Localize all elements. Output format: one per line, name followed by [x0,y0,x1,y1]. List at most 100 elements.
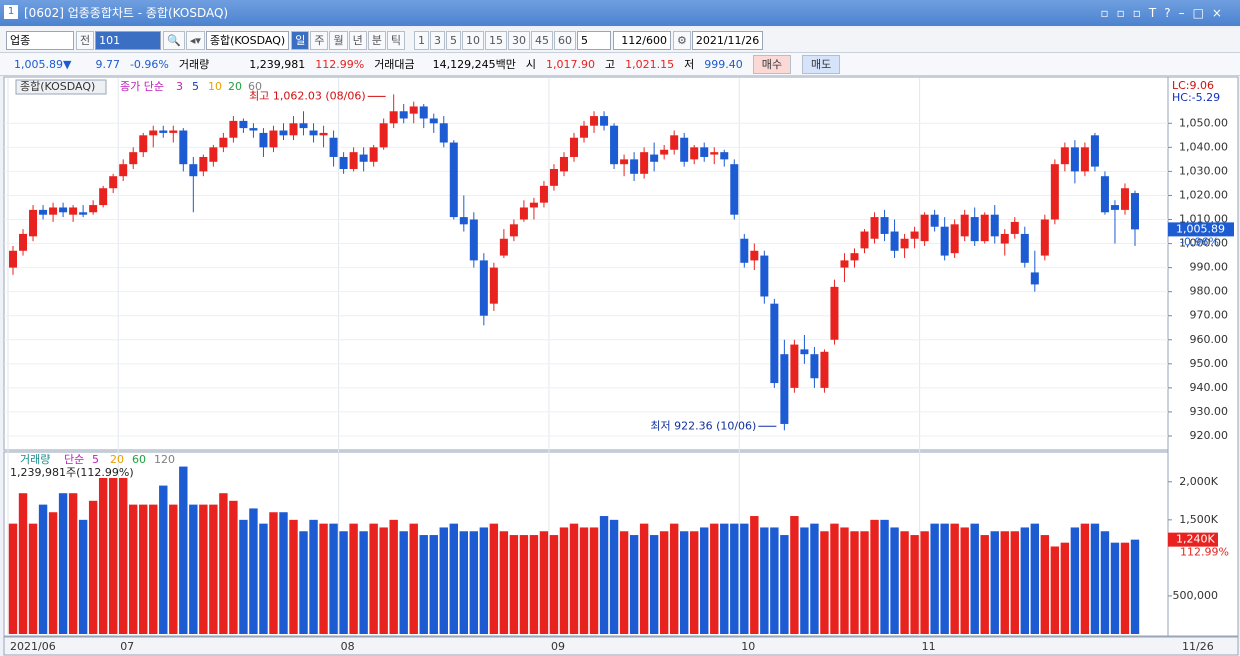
period-button[interactable]: 월 [329,30,348,50]
y-tick-label: 970.00 [1190,309,1229,322]
index-name: 종합(KOSDAQ) [205,30,290,50]
candle-body [449,142,458,218]
volume-bar [690,531,699,634]
interval-button[interactable]: 15 [484,30,507,50]
volume-bar [349,523,358,634]
date-input[interactable]: 2021/11/26 [691,30,764,50]
volume-bar [800,527,809,634]
volume-bar [409,523,418,634]
candle-body [940,226,949,256]
interval-button[interactable]: 5 [445,30,461,50]
volume-bar [58,493,68,634]
candle-body [279,130,288,136]
volume-bar [1010,531,1019,634]
last-volume-rate: 112.99% [1180,546,1229,559]
amount-value: 14,129,245백만 [432,58,516,71]
candle-body [890,231,899,251]
volume-bar [519,535,529,634]
interval-button[interactable]: 45 [530,30,553,50]
volume-bar [18,493,28,634]
candle-body [429,118,438,124]
candle-body [309,130,318,136]
candle-body [580,125,589,138]
candle-body [109,176,118,189]
mode-button[interactable]: 전 [76,30,95,50]
volume-bar [269,512,278,634]
volume-bar [38,504,48,634]
candle-body [529,202,538,208]
interval-button[interactable]: 60 [553,30,576,50]
volume-bar [399,531,408,634]
candle-body [980,214,989,242]
period-button[interactable]: 틱 [386,30,405,50]
candle-body [149,130,158,136]
x-tick-label: 10 [741,640,755,653]
market-select[interactable]: 업종 [6,30,74,50]
candle-body [740,238,749,263]
candle-body [239,120,248,129]
count-input[interactable]: 112/600 [612,30,671,50]
candle-body [700,147,709,157]
candle-body [750,250,759,261]
buy-button[interactable]: 매수 [752,54,791,74]
volume-summary: 1,239,981주(112.99%) [10,466,134,479]
window-controls[interactable]: ▫▫▫T?–□× [1100,6,1230,20]
interval-button[interactable]: 1 [413,30,429,50]
ma-period: 120 [154,453,175,466]
candle-body [920,214,929,242]
ma-period: 3 [176,80,183,93]
candle-body [559,156,568,172]
volume-bar [1130,539,1140,634]
volume-bar [770,527,779,634]
volume-bar [900,531,909,634]
candle-body [790,344,799,388]
volume-bar [169,504,178,634]
volume-bar [529,535,539,634]
volume-bar [379,527,388,634]
code-input[interactable]: 101 [95,30,162,50]
candle-body [249,128,258,131]
candle-body [880,217,889,234]
search-button[interactable]: 🔍 [163,30,185,50]
period-button[interactable]: 분 [367,30,386,50]
candle-body [660,149,669,155]
volume-bar [1050,546,1060,634]
ma-period: 10 [208,80,222,93]
candle-body [1070,147,1079,172]
volume-bar [118,477,128,634]
volume-bar [329,523,338,634]
candle-body [219,137,228,148]
candle-body [79,212,88,215]
volume-bar [990,531,999,634]
volume-bar [970,523,979,634]
candle-body [459,217,468,225]
interval-button[interactable]: 10 [461,30,484,50]
y-tick-label: 960.00 [1190,333,1229,346]
volume-bar [549,535,559,634]
x-tick-label: 2021/06 [10,640,56,653]
period-button[interactable]: 주 [310,30,329,50]
volume-rate: 112.99% [315,57,365,71]
volume-bar [790,516,799,634]
period-button[interactable]: 년 [348,30,367,50]
app-icon: 1 [4,5,18,19]
unit-select[interactable]: 5 [576,30,611,50]
sell-button[interactable]: 매도 [802,54,841,74]
interval-button[interactable]: 30 [507,30,530,50]
period-button[interactable]: 일 [291,30,310,50]
sound-button[interactable]: ◂▾ [185,30,205,50]
interval-button[interactable]: 3 [429,30,445,50]
volume-bar [1090,523,1100,634]
y-tick-label: 930.00 [1190,405,1229,418]
candle-body [369,147,378,162]
volume-bar [780,535,789,634]
right-label: HC:-5.29 [1172,91,1220,104]
title-bar: 1 [0602] 업종종합차트 - 종합(KOSDAQ) ▫▫▫T?–□× [0,0,1240,26]
candle-body [1120,188,1129,210]
volume-bar [980,535,989,634]
volume-bar [189,504,198,634]
volume-bar [1080,523,1090,634]
tool-button[interactable]: ⚙ [672,30,691,50]
